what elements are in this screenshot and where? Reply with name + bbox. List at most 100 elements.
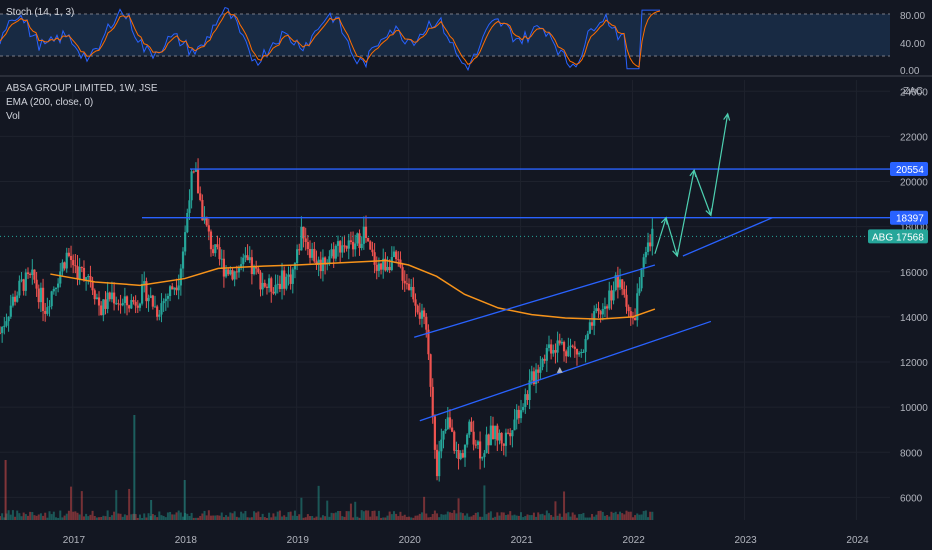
- candle-body: [39, 287, 43, 303]
- x-tick-label: 2018: [175, 535, 198, 546]
- candle-body: [403, 280, 406, 284]
- candle-body: [603, 306, 607, 309]
- candle-body: [125, 296, 129, 306]
- candle-body: [487, 434, 490, 446]
- candle-body: [586, 333, 589, 340]
- candle-body: [293, 263, 297, 270]
- volume-legend[interactable]: Vol: [6, 111, 20, 122]
- stoch-tick-80: 80.00: [900, 11, 925, 22]
- candle-body: [319, 259, 322, 272]
- candle-body: [29, 273, 32, 276]
- candle-body: [470, 421, 473, 432]
- volume-bar: [154, 515, 157, 520]
- volume-bar: [349, 503, 352, 520]
- candle-body: [539, 367, 542, 373]
- volume-bar: [244, 511, 247, 520]
- volume-bar: [274, 516, 277, 520]
- volume-bar: [156, 517, 159, 520]
- candle-body: [395, 251, 398, 260]
- candle-body: [311, 248, 314, 258]
- volume-bar: [649, 511, 652, 520]
- volume-bar: [179, 512, 182, 520]
- candle-body: [89, 276, 92, 281]
- volume-bar: [481, 516, 484, 520]
- volume-bar: [524, 516, 527, 520]
- candle-body: [11, 296, 15, 306]
- candle-body: [123, 296, 126, 303]
- candle-body: [22, 279, 25, 291]
- volume-bar: [358, 517, 361, 520]
- candle-body: [272, 291, 275, 294]
- candle-body: [649, 242, 652, 247]
- candle-body: [113, 292, 116, 304]
- volume-bar: [283, 515, 286, 520]
- projection-arrow-head: [723, 112, 731, 121]
- candle-body: [18, 280, 21, 296]
- candle-body: [438, 451, 441, 477]
- volume-bar: [59, 510, 62, 520]
- x-tick-label: 2023: [734, 535, 757, 546]
- candle-body: [102, 299, 105, 316]
- candle-body: [91, 280, 94, 291]
- candle-body: [5, 321, 8, 326]
- candle-body: [364, 226, 368, 238]
- symbol-title[interactable]: ABSA GROUP LIMITED, 1W, JSE: [6, 83, 158, 94]
- volume-bar: [638, 514, 641, 520]
- volume-bar: [459, 512, 462, 520]
- volume-bar: [500, 512, 503, 520]
- stoch-tick-40: 40.00: [900, 39, 925, 50]
- volume-bar: [324, 516, 327, 520]
- volume-bar: [317, 485, 320, 520]
- volume-bar: [296, 515, 299, 520]
- candle-body: [246, 255, 249, 261]
- candle-body: [194, 169, 198, 172]
- volume-bar: [218, 515, 221, 520]
- candle-body: [573, 346, 576, 349]
- volume-bar: [446, 511, 449, 520]
- volume-bar: [177, 510, 180, 520]
- candle-body: [134, 301, 137, 306]
- candle-body: [184, 232, 187, 252]
- candle-body: [354, 243, 357, 250]
- volume-bar: [121, 516, 124, 520]
- volume-bar: [554, 501, 557, 520]
- volume-bar: [192, 517, 195, 520]
- volume-bar: [237, 517, 240, 520]
- candle-body: [95, 297, 98, 300]
- candle-body: [446, 417, 449, 429]
- volume-bar: [362, 511, 365, 520]
- volume-bar: [453, 510, 456, 520]
- candle-body: [201, 199, 204, 221]
- ema-legend[interactable]: EMA (200, close, 0): [6, 97, 94, 108]
- volume-bar: [354, 501, 357, 520]
- volume-bar: [625, 510, 628, 520]
- candle-body: [410, 286, 413, 291]
- volume-bar: [300, 497, 303, 520]
- candle-body: [397, 259, 400, 261]
- volume-bar: [418, 513, 421, 520]
- candle-body: [140, 283, 144, 304]
- volume-bar: [311, 516, 314, 520]
- volume-bar: [22, 512, 25, 520]
- volume-bar: [647, 517, 650, 520]
- candle-body: [599, 311, 602, 315]
- candle-body: [451, 427, 454, 432]
- y-tick-label: 20000: [900, 178, 928, 189]
- candle-body: [565, 351, 568, 357]
- candle-body: [164, 298, 167, 302]
- volume-bar: [14, 516, 17, 520]
- stoch-k-line: [0, 6, 660, 72]
- stoch-legend[interactable]: Stoch (14, 1, 3): [6, 7, 75, 18]
- candle-body: [235, 271, 238, 273]
- volume-bar: [123, 514, 126, 520]
- volume-bar: [573, 514, 576, 520]
- candle-body: [608, 290, 611, 309]
- candle-body: [556, 340, 559, 353]
- volume-bar: [37, 514, 40, 520]
- volume-bar: [194, 517, 197, 520]
- candle-body: [48, 306, 51, 308]
- volume-bar: [519, 512, 522, 520]
- volume-bar: [16, 510, 19, 520]
- volume-bar: [474, 512, 477, 520]
